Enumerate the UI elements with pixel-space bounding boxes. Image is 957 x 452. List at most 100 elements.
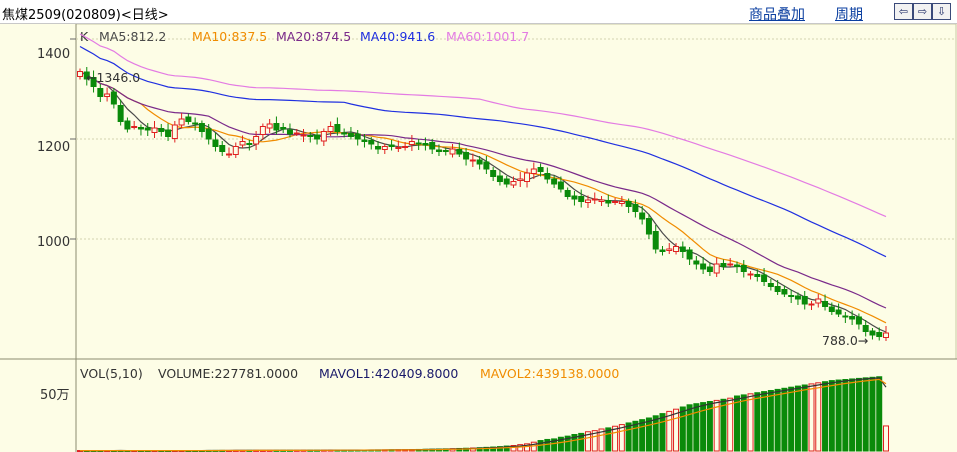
candle-body <box>693 260 700 265</box>
volume-bar <box>727 397 734 452</box>
volume-bar <box>862 377 869 452</box>
candle-body <box>639 212 646 220</box>
candle-body <box>612 201 619 203</box>
candle-body <box>618 201 625 204</box>
ma20-line <box>79 70 887 309</box>
candle-body <box>266 123 273 129</box>
candle-body <box>341 132 348 135</box>
candle-body <box>300 134 307 137</box>
volume-bar <box>490 446 497 452</box>
volume-bar <box>652 415 659 452</box>
candle-body <box>862 325 869 332</box>
candle-body <box>876 332 883 337</box>
candle-body <box>774 286 781 292</box>
candle-body <box>327 126 334 132</box>
volume-bar <box>720 398 727 452</box>
candle-body <box>476 159 483 165</box>
candle-body <box>83 71 90 80</box>
candle-body <box>334 124 341 132</box>
nav-left-button[interactable]: ⇦ <box>894 3 913 20</box>
candle-body <box>232 146 239 155</box>
volume-bar <box>517 444 524 452</box>
volume-bar <box>706 401 713 452</box>
ma10-line <box>79 70 887 324</box>
candle-body <box>801 296 808 305</box>
legend-mavol2: MAVOL2:439138.0000 <box>480 366 619 381</box>
candle-body <box>733 264 740 267</box>
candle-body <box>720 263 727 267</box>
candle-body <box>253 136 260 145</box>
nav-down-button[interactable]: ⇩ <box>932 3 951 20</box>
candle-body <box>219 145 226 152</box>
candle-body <box>666 248 673 251</box>
candle-body <box>381 146 388 150</box>
nav-right-button[interactable]: ⇨ <box>913 3 932 20</box>
price-grid <box>70 38 956 240</box>
candle-body <box>361 139 368 142</box>
candle-body <box>517 178 524 181</box>
candle-body <box>77 71 83 77</box>
candle-body <box>490 170 497 177</box>
candle-body <box>754 274 761 277</box>
candle-body <box>395 147 402 149</box>
low-annotation: 788.0→ <box>822 333 868 348</box>
candle-body <box>713 263 720 274</box>
candle-body <box>557 181 564 190</box>
volume-bar <box>557 436 564 452</box>
candle-body <box>205 128 212 140</box>
candle-body <box>747 273 754 276</box>
legend-ma20: MA20:874.5 <box>276 29 351 44</box>
volume-bar <box>801 384 808 452</box>
candle-body <box>192 122 199 125</box>
candle-body <box>131 126 138 128</box>
commodity-overlay-link[interactable]: 商品叠加 <box>749 7 805 23</box>
kline-chart[interactable]: K MA5:812.2 MA10:837.5 MA20:874.5 MA40:9… <box>0 24 957 452</box>
legend-ma5: MA5:812.2 <box>99 29 166 44</box>
candle-body <box>869 330 876 336</box>
candle-body <box>368 140 375 145</box>
candle-body <box>652 231 659 250</box>
volume-bar <box>794 385 801 452</box>
legend-vol: VOL(5,10) <box>80 366 143 381</box>
volume-bar <box>855 377 862 452</box>
candle-body <box>767 283 774 287</box>
volume-bar <box>815 382 822 452</box>
volume-bar <box>733 395 740 452</box>
candle-body <box>727 263 734 266</box>
volume-ma-lines <box>80 377 887 452</box>
ma60-line <box>79 33 887 218</box>
volume-bar <box>591 430 598 452</box>
candle-body <box>320 131 327 142</box>
mavol10-line <box>80 378 887 452</box>
volume-bar <box>584 431 591 452</box>
candle-body <box>151 127 158 133</box>
candle-body <box>449 148 456 155</box>
candle-body <box>212 139 219 147</box>
candle-body <box>226 153 233 156</box>
volume-bar <box>632 420 639 452</box>
candle-body <box>584 199 591 203</box>
candle-body <box>124 120 131 130</box>
candle-body <box>354 133 361 140</box>
candle-body <box>659 249 666 252</box>
volume-bar <box>564 435 571 452</box>
volume-bar <box>618 424 625 452</box>
candle-body <box>435 149 442 152</box>
volume-bar <box>524 443 531 452</box>
candle-body <box>761 274 768 282</box>
candle-body <box>564 190 571 197</box>
volume-bar <box>747 393 754 452</box>
candle-body <box>808 303 815 306</box>
candle-body <box>842 315 849 318</box>
candle-body <box>706 266 713 272</box>
candle-body <box>375 146 382 150</box>
volume-bar <box>673 408 680 452</box>
volume-bar <box>666 410 673 452</box>
period-link[interactable]: 周期 <box>835 7 863 23</box>
volume-bar <box>679 406 686 452</box>
candle-body <box>165 129 172 137</box>
candle-body <box>544 173 551 180</box>
candle-body <box>598 199 605 202</box>
volume-bar <box>612 425 619 452</box>
high-annotation: ←1346.0 <box>86 70 140 85</box>
